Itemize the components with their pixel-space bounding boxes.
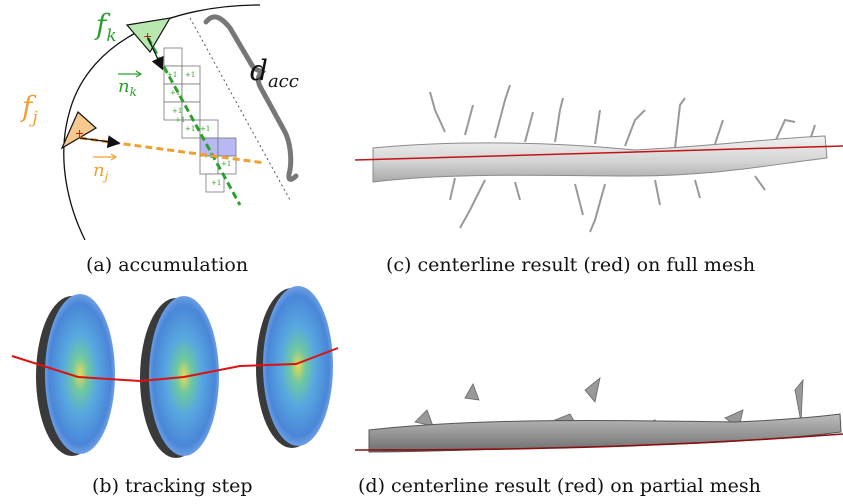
face-j-triangle [60, 111, 98, 150]
partial-spines [414, 376, 804, 433]
face-k-triangle [125, 17, 172, 54]
svg-text:+1: +1 [185, 125, 195, 133]
caption-a: (a) accumulation [86, 254, 249, 276]
svg-text:+1: +1 [185, 71, 195, 79]
caption-c: (c) centerline result (red) on full mesh [386, 254, 756, 276]
svg-text:+1: +1 [175, 116, 185, 124]
svg-text:+1: +1 [167, 71, 177, 79]
tracking-centerline [11, 347, 339, 383]
label-nj: nj [93, 153, 118, 183]
partial-mesh-centerline [355, 433, 843, 451]
dacc-brace [203, 14, 299, 182]
normal-j-ray [79, 136, 266, 165]
accumulation-cells [163, 47, 237, 193]
face-j-cross: + [75, 127, 84, 140]
surface-arc [63, 4, 261, 240]
label-nk: nk [118, 70, 143, 99]
svg-text:+1: +1 [170, 89, 180, 97]
label-dacc: dacc [250, 54, 299, 92]
spine-branches [429, 84, 816, 233]
normal-j-arrow [79, 135, 121, 149]
svg-text:nj: nj [93, 160, 109, 183]
normal-k-arrow [147, 37, 164, 71]
caption-d: (d) centerline result (red) on partial m… [358, 475, 761, 497]
svg-text:nk: nk [118, 76, 137, 99]
label-fj: fj [20, 90, 38, 128]
caption-b: (b) tracking step [92, 475, 253, 497]
normal-k-ray [146, 37, 242, 206]
full-mesh-centerline [355, 145, 843, 161]
accumulation-diagram: +1 +1 +1 +1 +1 +1 +1 +1 +1 +1 + + fk fj … [20, 4, 299, 240]
svg-text:+1: +1 [221, 160, 231, 168]
svg-text:+1: +1 [200, 125, 210, 133]
full-mesh-image [355, 84, 843, 233]
face-k-cross: + [143, 30, 152, 43]
cross-section-1 [36, 294, 115, 456]
label-fk: fk [94, 8, 117, 46]
tracking-step-image [11, 286, 339, 458]
cell-increments: +1 +1 +1 +1 +1 +1 +1 +1 +1 +1 [167, 71, 231, 187]
svg-text:+1: +1 [172, 107, 182, 115]
svg-text:+1: +1 [211, 179, 221, 187]
partial-mesh-image [355, 376, 843, 453]
dendrite-tube [372, 135, 828, 183]
cross-section-3 [256, 286, 333, 448]
svg-text:+1: +1 [203, 152, 213, 160]
